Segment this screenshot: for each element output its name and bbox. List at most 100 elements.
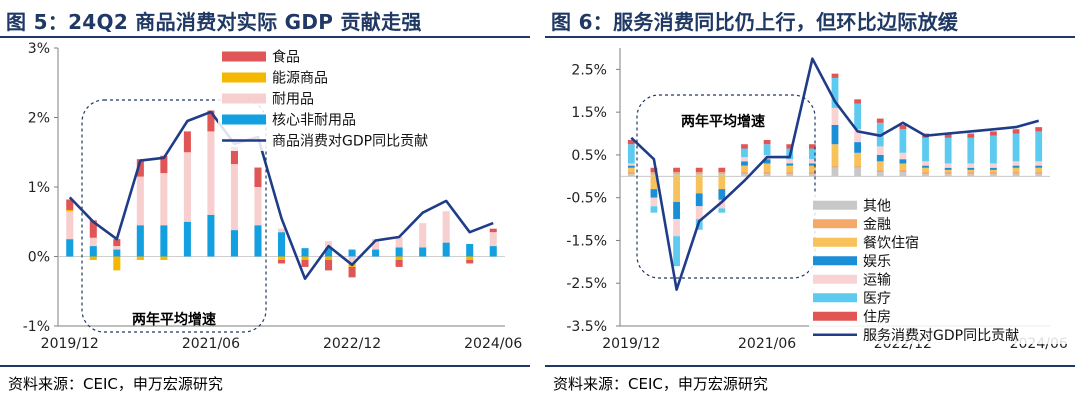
bar-segment (831, 73, 839, 78)
bar-segment (899, 124, 907, 130)
bar-segment (160, 256, 168, 260)
bar-segment (301, 248, 309, 257)
legend-label: 服务消费对GDP同比贡献 (863, 328, 1019, 344)
bar-segment (741, 144, 748, 149)
bar-segment (113, 239, 121, 247)
bar-segment (763, 144, 771, 155)
bar-segment (207, 110, 215, 132)
bar-segment (967, 174, 975, 177)
bar-segment (876, 146, 884, 155)
bar-segment (277, 259, 286, 264)
bar-segment (741, 174, 748, 177)
bar-segment (442, 211, 450, 243)
bar-segment (990, 174, 997, 177)
bar-segment (741, 172, 748, 175)
y-tick-label: 0% (28, 250, 50, 266)
bar-segment (627, 174, 635, 177)
bar-segment (786, 165, 794, 173)
bar-segment (325, 256, 333, 260)
bar-segment (944, 169, 952, 173)
bar-segment (854, 142, 862, 153)
bar-segment (395, 237, 403, 248)
bar-segment (990, 163, 997, 168)
bar-segment (301, 256, 309, 260)
bar-segment (763, 172, 771, 175)
bar-segment (1012, 167, 1020, 173)
bar-segment (66, 211, 74, 240)
bar-segment (254, 167, 262, 187)
bar-segment (230, 146, 238, 165)
bar-segment (922, 137, 929, 162)
y-tick-label: -2.5% (566, 276, 607, 292)
title-divider (0, 36, 530, 38)
bar-segment (763, 159, 771, 164)
bar-segment (489, 232, 497, 247)
bar-segment (89, 256, 97, 260)
legend-swatch (813, 311, 857, 321)
bar-segment (899, 159, 907, 164)
bar-segment (650, 172, 658, 175)
bar-segment (466, 256, 474, 260)
bar-segment (718, 189, 726, 200)
bar-segment (277, 232, 286, 257)
bar-segment (650, 174, 658, 177)
bar-segment (325, 241, 333, 249)
legend-swatch (222, 72, 266, 83)
bar-segment (113, 249, 121, 257)
bar-segment (741, 148, 748, 158)
bar-segment (854, 103, 862, 130)
bar-segment (66, 199, 74, 210)
bar-segment (1035, 172, 1043, 175)
bar-segment (160, 173, 168, 226)
bar-segment (348, 266, 356, 278)
bar-segment (348, 256, 356, 264)
bar-segment (922, 172, 929, 175)
legend-label: 食品 (272, 49, 300, 66)
bar-segment (854, 167, 862, 177)
bar-segment (808, 159, 816, 164)
bar-segment (854, 129, 862, 143)
bar-segment (627, 163, 635, 166)
bar-segment (808, 163, 816, 166)
chart-goods-consumption: 3% 2% 1% 0% -1%2019/12 2021/06 2022/12 2024/06 两… (23, 41, 523, 352)
legend-swatch (813, 219, 857, 229)
legend-label: 运输 (863, 272, 891, 288)
bar-segment (786, 174, 794, 177)
bar-segment (673, 236, 680, 267)
y-tick-label: 2.5% (571, 62, 607, 78)
bar-segment (741, 157, 748, 162)
bar-segment (990, 172, 997, 175)
chart-panel-right: 图 6：服务消费同比仍上行，但环比边际放缓 2.5% 1.5% 0.5% -0.5% -… (545, 0, 1075, 403)
bar-segment (763, 163, 771, 173)
bar-segment (627, 144, 635, 164)
bar-segment (627, 165, 635, 168)
bar-segment (442, 242, 450, 257)
legend-background (218, 42, 508, 151)
legend-label: 住房 (863, 309, 891, 325)
bar-segment (990, 131, 997, 136)
bar-segment (113, 256, 121, 271)
bar-segment (990, 135, 997, 164)
bar-segment (808, 144, 816, 149)
bar-segment (627, 167, 635, 173)
y-tick-label: 1.5% (571, 105, 607, 121)
bar-segment (763, 174, 771, 177)
bar-segment (1035, 161, 1043, 166)
bar-segment (395, 247, 403, 257)
legend-swatch (222, 114, 266, 125)
bar-segment (967, 137, 975, 164)
legend-label: 商品消费对GDP同比贡献 (272, 134, 428, 150)
bar-segment (718, 172, 726, 175)
bar-segment (66, 239, 74, 257)
y-tick-label: -0.5% (566, 191, 607, 207)
bar-segment (922, 165, 929, 168)
bar-segment (922, 167, 929, 173)
x-tick-label: 2022/12 (323, 336, 381, 352)
bar-segment (348, 249, 356, 257)
bar-segment (922, 161, 929, 166)
bar-segment (944, 167, 952, 170)
annotation-label: 两年平均增速 (132, 311, 216, 328)
bar-segment (899, 163, 907, 170)
bar-segment (695, 167, 703, 173)
bar-segment (967, 133, 975, 138)
